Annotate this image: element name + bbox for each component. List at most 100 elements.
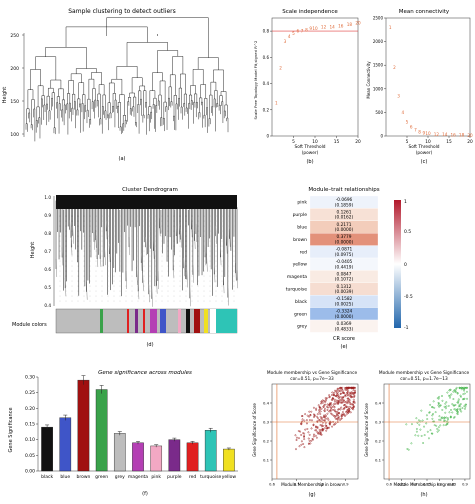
dendrogram-branch [190, 100, 193, 110]
dendrogram-dot [113, 265, 115, 267]
dendrogram-dot [95, 285, 97, 287]
dendrogram-dot [167, 285, 169, 287]
x-tick-label: 10 [425, 139, 431, 145]
dendrogram-dot [101, 225, 103, 227]
error-bar [172, 437, 177, 442]
dendrogram-dot [89, 230, 91, 232]
dendrogram-dot [65, 235, 67, 237]
data-point [443, 420, 445, 423]
dendrogram-dot [221, 240, 223, 242]
data-point: 16 [338, 23, 344, 28]
bar [59, 417, 72, 472]
dendrogram-dot [155, 245, 157, 247]
data-point [352, 398, 355, 401]
dendrogram-branch [43, 104, 46, 120]
x-tick-label: 10 [312, 139, 318, 145]
dendrogram-dot [191, 280, 193, 282]
data-point [343, 407, 346, 410]
dendrogram-dot [119, 290, 121, 292]
dendrogram-leaf [145, 237, 147, 256]
dendrogram-dot [149, 275, 151, 277]
dendrogram-dot [71, 295, 73, 297]
dendrogram-dot [113, 275, 115, 277]
dendrogram-dot [173, 245, 175, 247]
dendrogram-dot [197, 270, 199, 272]
dendrogram-dot [173, 285, 175, 287]
dendrogram-dot [119, 275, 121, 277]
data-point [341, 396, 344, 399]
panel-h-svg: Module membership vs Gene Significance c… [364, 370, 471, 498]
data-point [458, 386, 461, 389]
dendrogram-dot [203, 240, 205, 242]
dendrogram-dot [197, 215, 199, 217]
dendrogram-dot [203, 250, 205, 252]
y-tick-label: 0.20 [25, 406, 35, 412]
data-point [411, 423, 413, 426]
dendrogram-dot [191, 240, 193, 242]
dendrogram-branch [50, 79, 62, 89]
dendrogram-dot [197, 245, 199, 247]
dendrogram-dot [167, 275, 169, 277]
dendrogram-dot [221, 220, 223, 222]
dendrogram-dot [233, 225, 235, 227]
dendrogram-dot [179, 285, 181, 287]
panel-b-xlabel-2: (power) [302, 150, 319, 156]
data-point [347, 398, 350, 401]
data-point [454, 391, 457, 394]
dendrogram-dot [209, 215, 211, 217]
data-point [337, 394, 340, 397]
dendrogram-dot [101, 230, 103, 232]
data-point [441, 399, 444, 402]
y-tick-label: 0.6 [263, 55, 270, 60]
dendrogram-dot [215, 295, 217, 297]
dendrogram-dot [179, 250, 181, 252]
dendrogram-leaf [204, 247, 207, 266]
module-label: pink [297, 200, 307, 206]
dendrogram-leaf [93, 231, 96, 250]
dendrogram-dot [131, 225, 133, 227]
dendrogram-leaf [106, 221, 108, 240]
data-point [444, 411, 447, 414]
y-tick-label: 1000 [373, 86, 384, 91]
dendrogram-dot [173, 260, 175, 262]
dendrogram-dot [197, 285, 199, 287]
data-point: 10 [425, 131, 431, 136]
data-point [425, 422, 428, 425]
y-tick-label: 0.8 [263, 29, 270, 34]
data-point [320, 429, 323, 432]
dendrogram-dot [83, 295, 85, 297]
data-point [459, 407, 462, 410]
dendrogram-dot [209, 300, 211, 302]
data-point [322, 428, 324, 431]
dendrogram-dot [89, 255, 91, 257]
dendrogram-dot [65, 220, 67, 222]
dendrogram-dot [125, 295, 127, 297]
data-point: 5 [292, 31, 295, 36]
dendrogram-branch [30, 124, 33, 131]
dendrogram-dot [209, 230, 211, 232]
dendrogram-dot [89, 235, 91, 237]
dendrogram-dot [191, 225, 193, 227]
data-point [307, 431, 310, 434]
dendrogram-branch [200, 84, 206, 99]
panel-g-plot: 0.6 0.7 0.8 0.9 0.1 0.2 0.3 0.4 [263, 383, 359, 487]
dendrogram-branch [140, 98, 142, 116]
dendrogram-dot [71, 245, 73, 247]
module-label: purple [293, 212, 308, 218]
data-point [308, 410, 311, 413]
data-point [333, 406, 336, 409]
y-tick-label: 0.4 [263, 401, 270, 406]
dendrogram-leaf [159, 218, 161, 237]
dendrogram-dot [131, 275, 133, 277]
data-point [410, 442, 413, 445]
data-point [340, 417, 343, 420]
data-point: 10 [312, 26, 318, 31]
dendrogram-dot [143, 215, 145, 217]
category-label: red [189, 474, 197, 480]
data-point [295, 439, 298, 441]
data-point [462, 393, 465, 396]
dendrogram-dot [167, 225, 169, 227]
dendrogram-branch [102, 94, 106, 111]
dendrogram-leaf [186, 269, 188, 288]
dendrogram-dot [125, 250, 127, 252]
